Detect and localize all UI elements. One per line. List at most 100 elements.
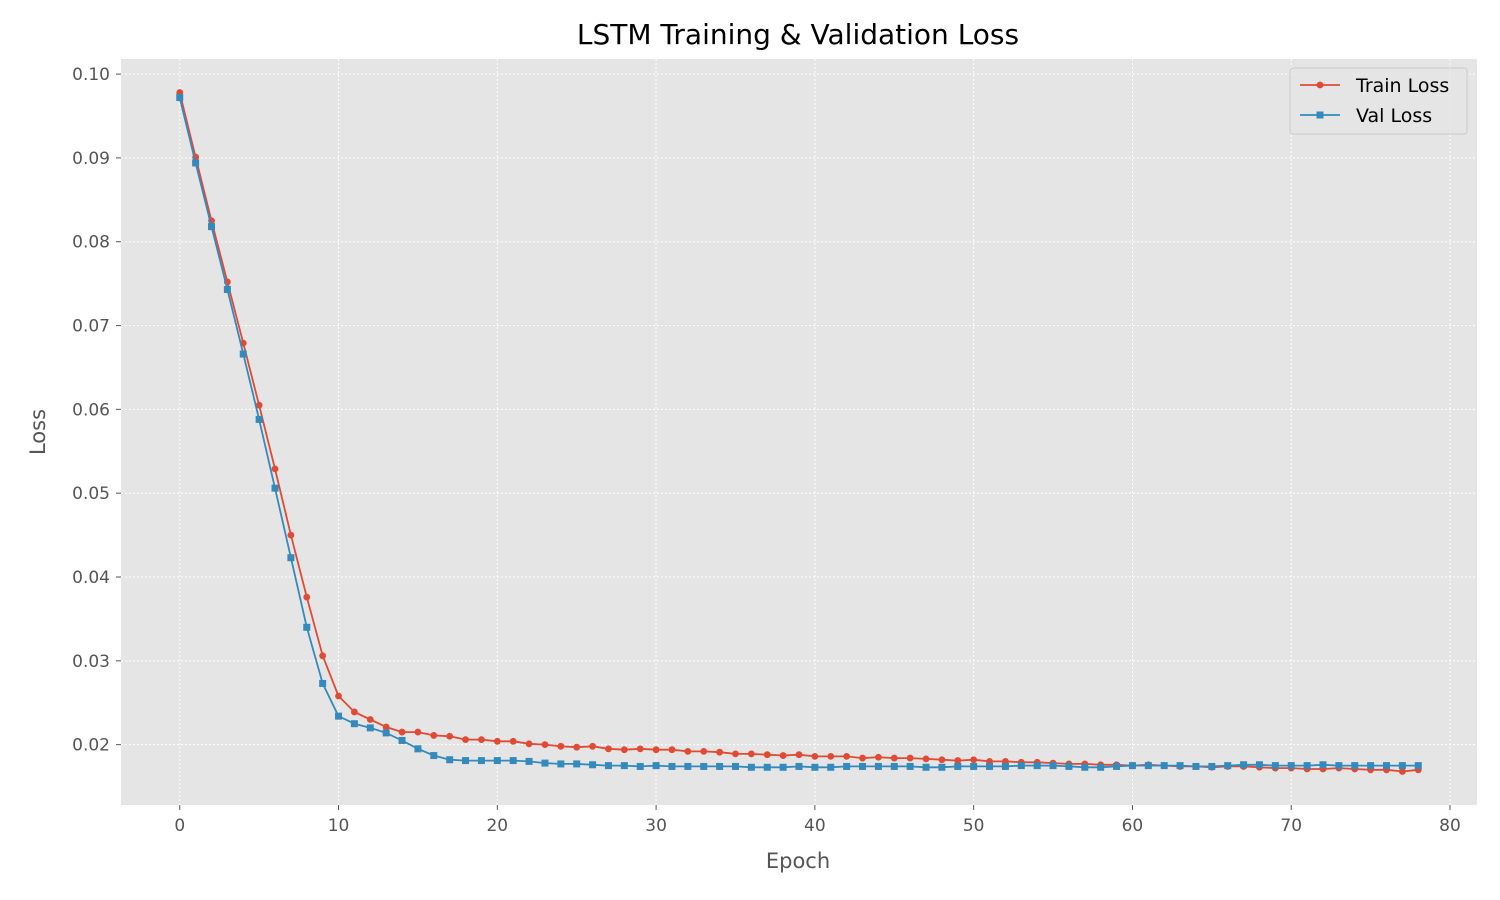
- data-point: [779, 763, 787, 771]
- data-point: [843, 762, 851, 770]
- data-point: [716, 762, 724, 770]
- data-point: [462, 757, 470, 765]
- data-point: [589, 761, 597, 769]
- data-point: [970, 762, 978, 770]
- data-point: [1160, 762, 1168, 770]
- data-point: [668, 746, 676, 754]
- data-point: [1240, 761, 1248, 769]
- data-point: [1033, 762, 1041, 770]
- data-point: [1398, 762, 1406, 770]
- data-point: [779, 752, 787, 759]
- legend-marker-val: [1316, 111, 1324, 119]
- data-point: [430, 732, 438, 739]
- data-point: [176, 94, 184, 102]
- data-point: [874, 762, 882, 770]
- data-point: [890, 762, 898, 770]
- data-point: [366, 716, 374, 723]
- data-point: [827, 752, 835, 760]
- data-point: [922, 755, 930, 763]
- data-point: [1303, 762, 1311, 770]
- x-tick-label: 70: [1280, 816, 1302, 836]
- y-tick-label: 0.09: [72, 149, 110, 169]
- data-point: [255, 415, 263, 423]
- data-point: [493, 757, 501, 765]
- data-point: [811, 752, 819, 760]
- data-point: [1351, 762, 1359, 770]
- data-point: [1271, 762, 1279, 770]
- data-point: [1113, 762, 1121, 770]
- legend-label-val: Val Loss: [1356, 105, 1432, 127]
- y-tick-label: 0.07: [72, 317, 110, 337]
- series-lines: [176, 89, 1422, 775]
- data-point: [509, 757, 517, 765]
- chart-title: LSTM Training & Validation Loss: [577, 18, 1019, 51]
- data-point: [239, 350, 247, 358]
- data-point: [1176, 762, 1184, 770]
- data-point: [509, 737, 517, 745]
- data-point: [493, 737, 501, 745]
- data-point: [446, 756, 454, 764]
- data-point: [271, 484, 279, 492]
- data-point: [1208, 762, 1216, 770]
- data-point: [684, 747, 692, 755]
- data-point: [1128, 762, 1136, 770]
- data-point: [700, 747, 708, 755]
- data-point: [859, 754, 866, 762]
- y-axis-label: Loss: [26, 409, 50, 455]
- data-point: [922, 763, 930, 771]
- data-point: [954, 757, 962, 764]
- legend: Train Loss Val Loss: [1289, 67, 1468, 135]
- data-point: [747, 763, 755, 771]
- data-point: [1065, 762, 1073, 770]
- data-point: [271, 465, 279, 473]
- data-point: [604, 762, 612, 770]
- data-point: [906, 762, 914, 770]
- data-point: [811, 763, 819, 771]
- data-point: [890, 754, 898, 762]
- y-tick-label: 0.02: [72, 736, 110, 756]
- y-tick-label: 0.05: [72, 484, 110, 504]
- data-point: [1144, 762, 1152, 770]
- data-point: [1367, 762, 1375, 770]
- data-point: [382, 729, 390, 737]
- data-point: [747, 750, 755, 758]
- data-point: [541, 741, 549, 749]
- data-point: [351, 708, 358, 716]
- data-point: [1097, 763, 1105, 771]
- data-point: [541, 759, 549, 767]
- data-point: [938, 756, 946, 764]
- data-point: [303, 593, 311, 601]
- data-point: [1224, 762, 1232, 770]
- data-point: [620, 762, 628, 770]
- data-point: [525, 757, 533, 765]
- data-point: [208, 223, 216, 231]
- grid-lines: [121, 59, 1477, 805]
- data-point: [970, 756, 978, 764]
- x-tick-label: 0: [174, 816, 185, 836]
- data-point: [652, 762, 660, 770]
- data-point: [478, 736, 485, 744]
- data-point: [795, 762, 803, 770]
- data-point: [335, 712, 343, 720]
- data-point: [874, 753, 882, 761]
- data-point: [1319, 761, 1327, 769]
- data-point: [319, 652, 327, 660]
- plot-background: [121, 59, 1477, 805]
- data-point: [652, 746, 660, 754]
- data-point: [605, 745, 612, 753]
- data-point: [700, 762, 708, 770]
- data-point: [287, 554, 295, 562]
- data-point: [636, 745, 644, 753]
- data-point: [1192, 762, 1200, 770]
- y-axis-ticks: 0.02 0.03 0.04 0.05 0.06 0.07 0.08 0.09 0.10: [72, 65, 121, 756]
- data-point: [859, 762, 867, 770]
- data-point: [303, 623, 311, 631]
- data-point: [287, 531, 295, 539]
- data-point: [1335, 762, 1343, 770]
- data-point: [795, 751, 803, 759]
- data-point: [763, 751, 771, 759]
- data-point: [1001, 762, 1009, 770]
- x-tick-label: 20: [486, 816, 508, 836]
- legend-label-train: Train Loss: [1355, 75, 1449, 97]
